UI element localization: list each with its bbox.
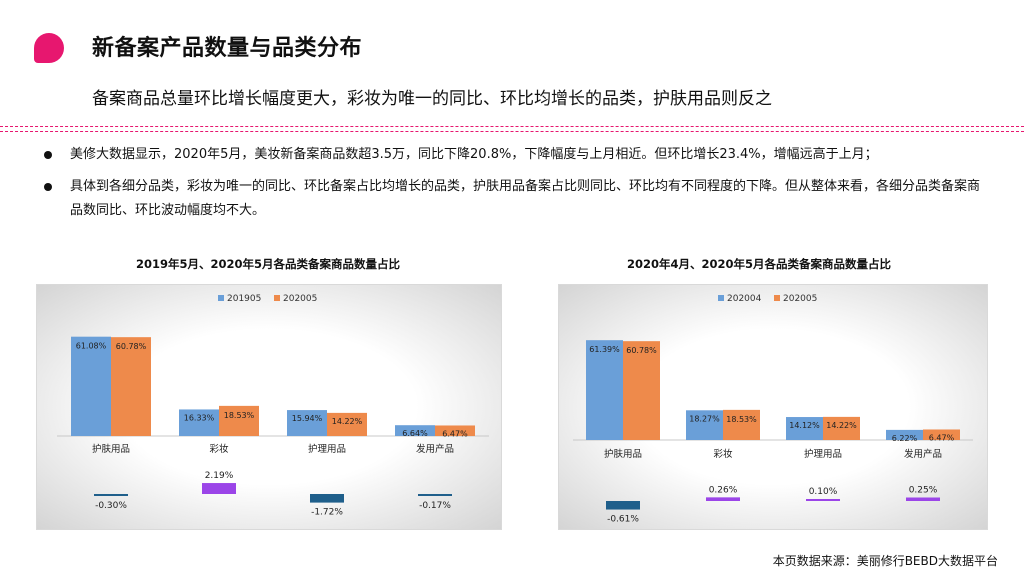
bar <box>71 336 111 436</box>
category-label: 护肤用品 <box>92 443 130 455</box>
data-label: 6.47% <box>929 433 955 442</box>
bar <box>623 341 660 440</box>
bullet-list: 美修大数据显示，2020年5月，美妆新备案商品数超3.5万，同比下降20.8%，… <box>40 143 990 223</box>
divider-bottom <box>0 131 1024 132</box>
data-label: 61.39% <box>589 345 620 354</box>
difference-label: -0.61% <box>607 515 639 525</box>
bar <box>786 417 823 440</box>
legend-swatch <box>718 295 724 301</box>
bar-chart-right: 202004 202005 61.39% 60.78% 护肤用品 -0.61% 18.27%… <box>573 294 973 525</box>
difference-bar <box>806 499 840 501</box>
divider-top <box>0 126 1024 127</box>
bar <box>179 409 219 436</box>
chart-title-right: 2020年4月、2020年5月各品类备案商品数量占比 <box>626 257 891 271</box>
brand-logo-icon <box>34 33 64 63</box>
difference-label: 0.10% <box>809 487 838 497</box>
legend-label: 201905 <box>227 294 261 304</box>
bullet-item: 美修大数据显示，2020年5月，美妆新备案商品数超3.5万，同比下降20.8%，… <box>40 143 990 167</box>
chart-panel-right: 202004 202005 61.39% 60.78% 护肤用品 -0.61% 18.27%… <box>558 284 988 530</box>
bullet-dot-icon <box>44 183 52 191</box>
bar <box>723 409 760 440</box>
legend-swatch <box>218 295 224 301</box>
data-label: 16.33% <box>184 413 215 422</box>
source-note: 本页数据来源：美丽修行BEBD大数据平台 <box>772 554 998 568</box>
chart-panel-left: 201905 202005 61.08% 60.78% 护肤用品 -0.30% 16.33%… <box>36 284 502 530</box>
bullet-dot-icon <box>44 151 52 159</box>
difference-bar <box>906 497 940 501</box>
difference-label: 0.25% <box>909 486 938 496</box>
legend-swatch <box>274 295 280 301</box>
difference-label: 2.19% <box>205 471 234 481</box>
data-label: 14.22% <box>826 421 857 430</box>
category-label: 彩妆 <box>713 448 733 460</box>
difference-label: -0.17% <box>419 501 451 511</box>
bar-chart-left: 201905 202005 61.08% 60.78% 护肤用品 -0.30% 16.33%… <box>57 294 489 518</box>
bullet-text: 具体到各细分品类，彩妆为唯一的同比、环比备案占比均增长的品类，护肤用品备案占比则… <box>70 179 981 218</box>
bullet-item: 具体到各细分品类，彩妆为唯一的同比、环比备案占比均增长的品类，护肤用品备案占比则… <box>40 175 990 223</box>
legend-label: 202004 <box>727 294 762 304</box>
bar <box>823 416 860 440</box>
bar <box>886 429 923 440</box>
category-label: 发用产品 <box>904 448 942 460</box>
difference-label: 0.26% <box>709 485 738 495</box>
difference-label: -0.30% <box>95 501 127 511</box>
chart-title-left: 2019年5月、2020年5月各品类备案商品数量占比 <box>135 257 400 271</box>
bar <box>435 425 475 436</box>
data-label: 14.22% <box>332 417 363 426</box>
data-label: 6.22% <box>892 434 918 443</box>
difference-bar <box>94 494 128 496</box>
data-label: 61.08% <box>76 342 107 351</box>
data-label: 6.64% <box>402 429 428 438</box>
bar <box>219 405 259 436</box>
data-label: 18.53% <box>726 415 757 424</box>
data-label: 18.27% <box>689 414 720 423</box>
difference-bar <box>706 497 740 501</box>
category-label: 彩妆 <box>209 443 229 455</box>
legend-swatch <box>774 295 780 301</box>
difference-bar <box>606 501 640 510</box>
category-label: 发用产品 <box>416 443 454 455</box>
data-label: 6.47% <box>442 429 468 438</box>
bar <box>686 410 723 440</box>
difference-bar <box>202 483 236 494</box>
data-label: 14.12% <box>789 421 820 430</box>
legend-label: 202005 <box>283 294 317 304</box>
bar <box>923 429 960 440</box>
category-label: 护肤用品 <box>604 448 642 460</box>
bar <box>395 425 435 436</box>
difference-label: -1.72% <box>311 508 343 518</box>
bar <box>327 412 367 436</box>
difference-bar <box>310 494 344 503</box>
bar <box>287 410 327 436</box>
page-subtitle: 备案商品总量环比增长幅度更大，彩妆为唯一的同比、环比均增长的品类，护肤用品则反之 <box>92 89 772 109</box>
bar <box>586 340 623 440</box>
category-label: 护理用品 <box>804 448 842 460</box>
data-label: 60.78% <box>626 346 657 355</box>
bullet-text: 美修大数据显示，2020年5月，美妆新备案商品数超3.5万，同比下降20.8%，… <box>70 147 878 162</box>
legend-label: 202005 <box>783 294 817 304</box>
data-label: 15.94% <box>292 414 323 423</box>
category-label: 护理用品 <box>308 443 346 455</box>
data-label: 18.53% <box>224 411 255 420</box>
difference-bar <box>418 494 452 496</box>
bar <box>111 337 151 436</box>
page-title: 新备案产品数量与品类分布 <box>92 36 363 61</box>
data-label: 60.78% <box>116 342 147 351</box>
